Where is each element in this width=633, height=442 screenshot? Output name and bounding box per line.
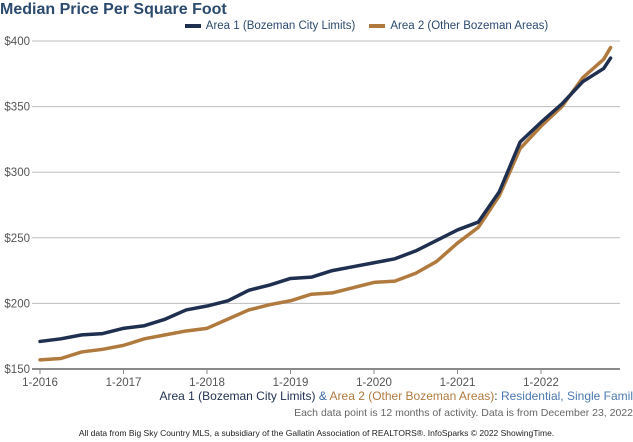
legend-item-area1[interactable]: Area 1 (Bozeman City Limits) (184, 20, 356, 32)
legend-label: Area 2 (Other Bozeman Areas) (390, 20, 549, 32)
footer: All data from Big Sky Country MLS, a sub… (78, 428, 555, 438)
x-tick-label: 1-2016 (22, 377, 58, 389)
chart-subtitle: Area 1 (Bozeman City Limits) & Area 2 (O… (159, 389, 633, 403)
y-tick-label: $200 (4, 298, 30, 310)
y-tick-label: $350 (4, 102, 30, 114)
legend: Area 1 (Bozeman City Limits) Area 2 (Oth… (0, 20, 633, 32)
subtitle-area1: Area 1 (Bozeman City Limits) (159, 389, 316, 403)
series-line-area1 (38, 56, 613, 344)
series-line-area2 (38, 45, 613, 362)
subtitle-property-type: Residential, Single Famil (500, 389, 633, 403)
x-tick-label: 1-2022 (523, 377, 559, 389)
data-note: Each data point is 12 months of activity… (294, 407, 633, 419)
x-tick-label: 1-2019 (273, 377, 309, 389)
subtitle-colon: : (494, 389, 501, 403)
x-tick-label: 1-2017 (106, 377, 142, 389)
x-tick-label: 1-2020 (356, 377, 392, 389)
y-tick-label: $400 (4, 36, 30, 48)
legend-swatch-area2 (369, 24, 386, 28)
subtitle-area2: Area 2 (Other Bozeman Areas) (329, 389, 495, 403)
legend-item-area2[interactable]: Area 2 (Other Bozeman Areas) (369, 20, 548, 32)
x-tick-label: 1-2021 (440, 377, 476, 389)
y-tick-label: $250 (4, 233, 30, 245)
chart-title: Median Price Per Square Foot (0, 1, 227, 18)
y-tick-label: $150 (4, 364, 30, 376)
subtitle-amp: & (315, 389, 330, 403)
y-tick-label: $300 (4, 167, 30, 179)
legend-swatch-area1 (184, 24, 201, 28)
legend-label: Area 1 (Bozeman City Limits) (205, 20, 356, 32)
x-tick-label: 1-2018 (189, 377, 225, 389)
